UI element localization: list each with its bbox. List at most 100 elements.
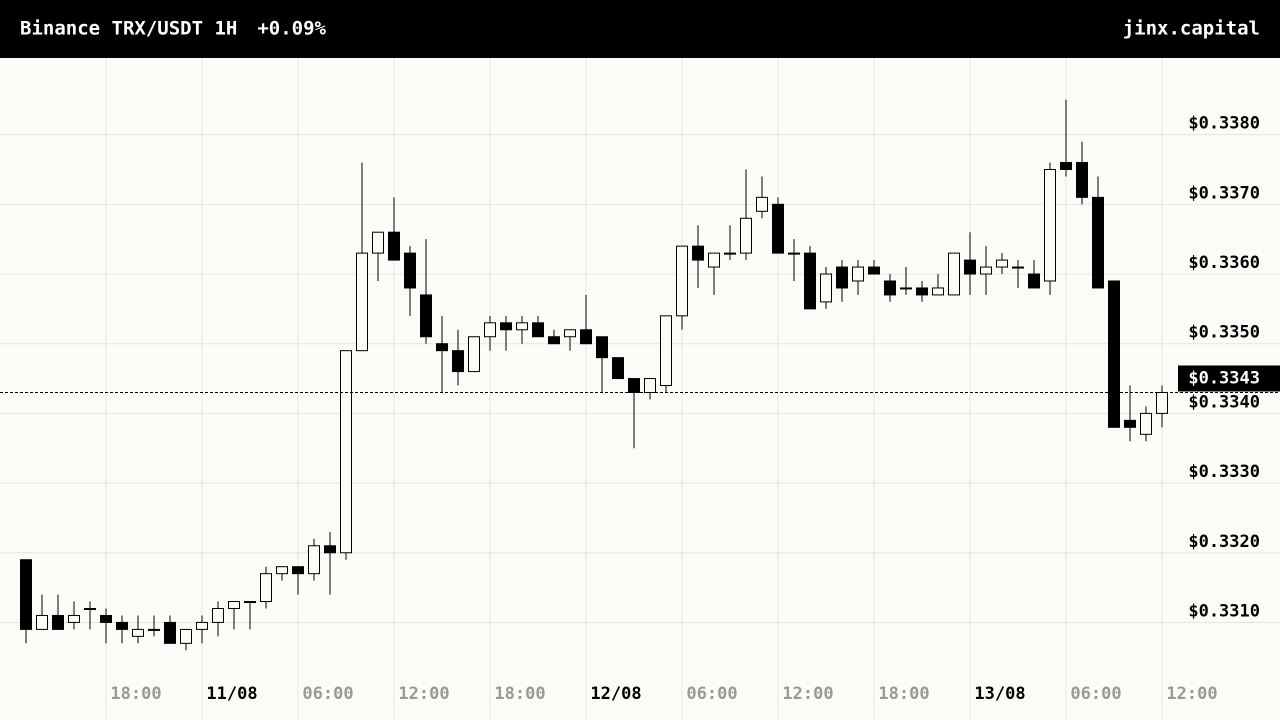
candle-body [932,287,944,296]
candle-body [676,245,688,317]
candle-body [548,336,560,345]
candle-body [964,259,976,275]
candle-body [948,252,960,296]
candle-body [708,252,720,268]
candle-body [596,336,608,359]
candle-body [628,378,640,393]
candle-body [84,608,96,611]
candle-body [1012,266,1024,269]
y-tick-label: $0.3340 [1188,392,1260,412]
x-tick-label: 18:00 [110,684,161,704]
candle-body [532,322,544,338]
x-tick-label: 18:00 [878,684,929,704]
candle-body [148,628,160,631]
chart-title: Binance TRX/USDT 1H [20,18,237,40]
candle-body [980,266,992,275]
source: jinx.capital [1123,18,1260,40]
change: +0.09% [257,18,326,40]
candle-body [900,287,912,290]
y-tick-label: $0.3310 [1188,601,1260,621]
candle-body [612,357,624,380]
candle-body [324,545,336,554]
candle-body [132,628,144,637]
y-tick-label: $0.3320 [1188,532,1260,552]
candle-body [996,259,1008,268]
y-tick-label: $0.3360 [1188,253,1260,273]
candle-body [1124,419,1136,428]
candle-body [244,601,256,604]
x-tick-label: 06:00 [1070,684,1121,704]
candle-body [500,322,512,331]
candle-body [372,231,384,254]
candle-body [884,280,896,296]
candle-body [1044,168,1056,282]
candle-body [724,252,736,255]
x-tick-label: 12:00 [1166,684,1217,704]
candle-body [740,217,752,254]
y-tick-label: $0.3370 [1188,183,1260,203]
candles [20,99,1168,651]
candle-body [404,252,416,289]
candle-body [916,287,928,296]
candle-body [484,322,496,338]
candle-body [164,621,176,644]
header-bar [0,0,1280,58]
x-tick-label: 06:00 [302,684,353,704]
last-price-box [1178,365,1280,392]
candle-body [1092,196,1104,289]
grid [0,58,1280,720]
candle-body [852,266,864,282]
candle-body [1140,412,1152,435]
candle-body [820,273,832,303]
x-tick-label: 11/08 [206,684,257,704]
y-tick-label: $0.3380 [1188,114,1260,134]
candle-body [644,378,656,393]
candle-body [340,350,352,554]
candle-body [1076,162,1088,198]
candle-body [260,573,272,603]
candle-body [68,614,80,623]
candle-body [468,336,480,373]
candle-body [564,329,576,338]
candle-body [116,621,128,630]
candle-body [1108,280,1120,428]
candle-body [276,566,288,575]
candle-body [436,343,448,352]
candle-body [228,601,240,610]
candle-body [660,315,672,387]
candle-body [788,252,800,255]
labels: $0.3310 $0.3320 $0.3330 $0.3340 $0.3350 $0.33… [0,114,1280,704]
candle-body [420,294,432,338]
candle-body [1156,391,1168,414]
candle-body [452,350,464,373]
candle-body [196,621,208,630]
y-tick-label: $0.3330 [1188,462,1260,482]
x-tick-label: 12:00 [398,684,449,704]
candle-body [1028,273,1040,289]
candle-body [388,231,400,261]
x-tick-label: 12/08 [590,684,641,704]
candle-body [580,329,592,345]
candle-body [20,559,32,630]
y-tick-label: $0.3350 [1188,323,1260,343]
candle-body [756,196,768,212]
x-tick-label: 06:00 [686,684,737,704]
candle-body [52,614,64,630]
x-tick-label: 18:00 [494,684,545,704]
candle-body [868,266,880,275]
candle-body [308,545,320,575]
candle-body [100,614,112,623]
candle-body [1060,162,1072,170]
x-tick-label: 12:00 [782,684,833,704]
x-tick-label: 13/08 [974,684,1025,704]
last-price-label: $0.3343 [1188,368,1260,388]
candle-body [36,614,48,630]
candle-body [292,566,304,575]
candle-body [180,628,192,644]
candle-body [836,266,848,289]
candle-body [516,322,528,331]
candle-body [692,245,704,261]
